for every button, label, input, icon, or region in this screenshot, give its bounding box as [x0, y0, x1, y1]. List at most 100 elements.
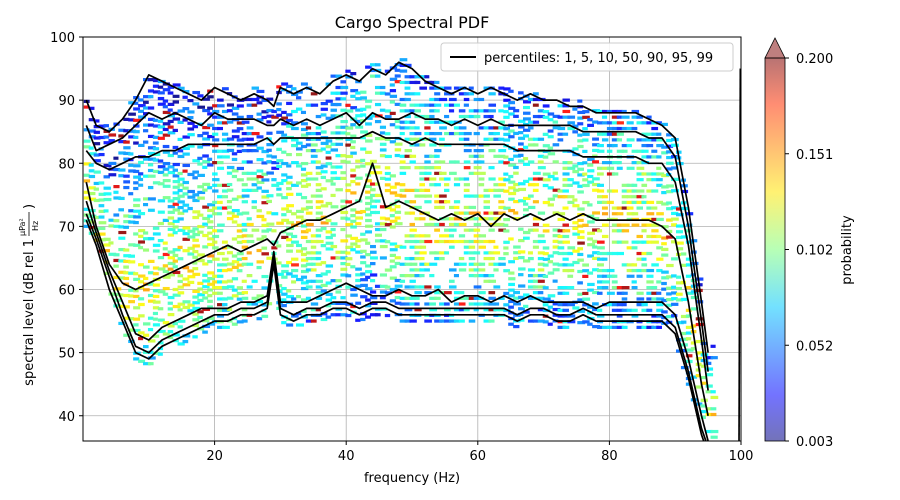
heatmap-cell	[513, 211, 519, 215]
heatmap-cell	[527, 205, 536, 210]
heatmap-cell	[523, 100, 531, 104]
heatmap-cell	[656, 183, 663, 187]
heatmap-cell	[113, 213, 120, 217]
heatmap-cell	[157, 329, 166, 334]
heatmap-cell	[478, 274, 487, 278]
heatmap-cell	[133, 164, 141, 168]
heatmap-cell	[370, 114, 377, 118]
heatmap-cell	[532, 239, 541, 244]
heatmap-cell	[582, 115, 590, 119]
heatmap-cell	[493, 131, 500, 136]
heatmap-cell	[143, 197, 150, 201]
heatmap-cell	[251, 149, 259, 153]
heatmap-cell	[468, 274, 477, 278]
heatmap-cell	[656, 200, 664, 204]
heatmap-cell	[226, 171, 233, 175]
heatmap-cell	[656, 138, 663, 142]
heatmap-cell	[508, 260, 515, 264]
heatmap-cell	[172, 270, 181, 275]
heatmap-cell	[404, 80, 411, 85]
heatmap-cell	[597, 200, 605, 204]
heatmap-cell	[675, 241, 684, 245]
heatmap-cell	[217, 280, 223, 284]
heatmap-cell	[404, 63, 412, 68]
heatmap-cell	[384, 205, 392, 210]
heatmap-cell	[675, 247, 684, 251]
heatmap-cell	[118, 321, 125, 326]
heatmap-cell	[295, 96, 302, 100]
heatmap-cell	[83, 105, 90, 109]
heatmap-cell	[98, 192, 106, 196]
heatmap-cell	[281, 139, 288, 143]
heatmap-cell	[305, 143, 312, 147]
heatmap-cell	[666, 138, 673, 143]
heatmap-cell	[330, 91, 339, 95]
heatmap-cell	[202, 108, 211, 113]
heatmap-cell	[409, 262, 418, 266]
heatmap-cell	[611, 274, 618, 278]
percentile-line-p1	[85, 219, 705, 441]
heatmap-cell	[295, 243, 302, 248]
heatmap-cell	[340, 267, 348, 271]
heatmap-cell	[291, 314, 299, 318]
heatmap-cell	[463, 251, 469, 255]
heatmap-cell	[394, 205, 401, 209]
heatmap-cell	[532, 97, 540, 102]
heatmap-cell	[177, 274, 184, 278]
heatmap-cell	[291, 126, 299, 131]
heatmap-cell	[661, 151, 668, 155]
heatmap-cell	[276, 147, 282, 151]
heatmap-cell	[666, 155, 673, 160]
heatmap-cell	[123, 305, 130, 309]
heatmap-cell	[404, 188, 410, 192]
heatmap-cell	[666, 184, 674, 188]
heatmap-cell	[192, 318, 200, 322]
heatmap-cell	[513, 114, 519, 118]
grid-lines	[83, 36, 742, 441]
heatmap-cell	[379, 205, 388, 209]
heatmap-cell	[651, 297, 659, 301]
heatmap-cell	[88, 174, 96, 179]
heatmap-cell	[641, 268, 647, 273]
heatmap-cell	[532, 137, 540, 141]
heatmap-cell	[439, 194, 447, 198]
heatmap-cell	[483, 114, 489, 119]
heatmap-cell	[577, 218, 584, 222]
heatmap-cell	[83, 190, 90, 194]
heatmap-cell	[157, 307, 164, 311]
heatmap-cell	[518, 307, 525, 311]
heatmap-cell	[167, 170, 176, 175]
heatmap-cell	[508, 157, 514, 162]
heatmap-cell	[138, 314, 145, 318]
heatmap-cell	[360, 249, 367, 253]
heatmap-cell	[217, 121, 223, 125]
heatmap-cell	[212, 189, 219, 193]
heatmap-cell	[636, 240, 644, 244]
heatmap-cell	[261, 201, 269, 205]
heatmap-cell	[305, 183, 312, 187]
heatmap-cell	[192, 159, 200, 163]
heatmap-cell	[118, 168, 126, 172]
heatmap-cell	[133, 101, 139, 105]
colorbar-extend-arrow	[764, 37, 786, 59]
heatmap-cell	[300, 224, 308, 228]
heatmap-cell	[113, 264, 119, 268]
heatmap-cell	[478, 126, 485, 130]
heatmap-cell	[88, 146, 94, 150]
heatmap-cell	[315, 256, 322, 261]
heatmap-cell	[138, 274, 146, 278]
heatmap-cell	[572, 170, 580, 174]
heatmap-cell	[592, 217, 600, 221]
heatmap-cell	[636, 291, 644, 295]
heatmap-cell	[276, 187, 282, 191]
heatmap-cell	[636, 297, 645, 301]
heatmap-cell	[88, 197, 97, 201]
heatmap-cell	[483, 319, 491, 323]
heatmap-cell	[606, 268, 615, 273]
heatmap-cell	[577, 167, 585, 171]
heatmap-cell	[118, 270, 126, 274]
heatmap-cell	[286, 249, 293, 253]
heatmap-cell	[147, 271, 154, 275]
heatmap-cell	[601, 257, 608, 261]
heatmap-cell	[523, 293, 530, 297]
